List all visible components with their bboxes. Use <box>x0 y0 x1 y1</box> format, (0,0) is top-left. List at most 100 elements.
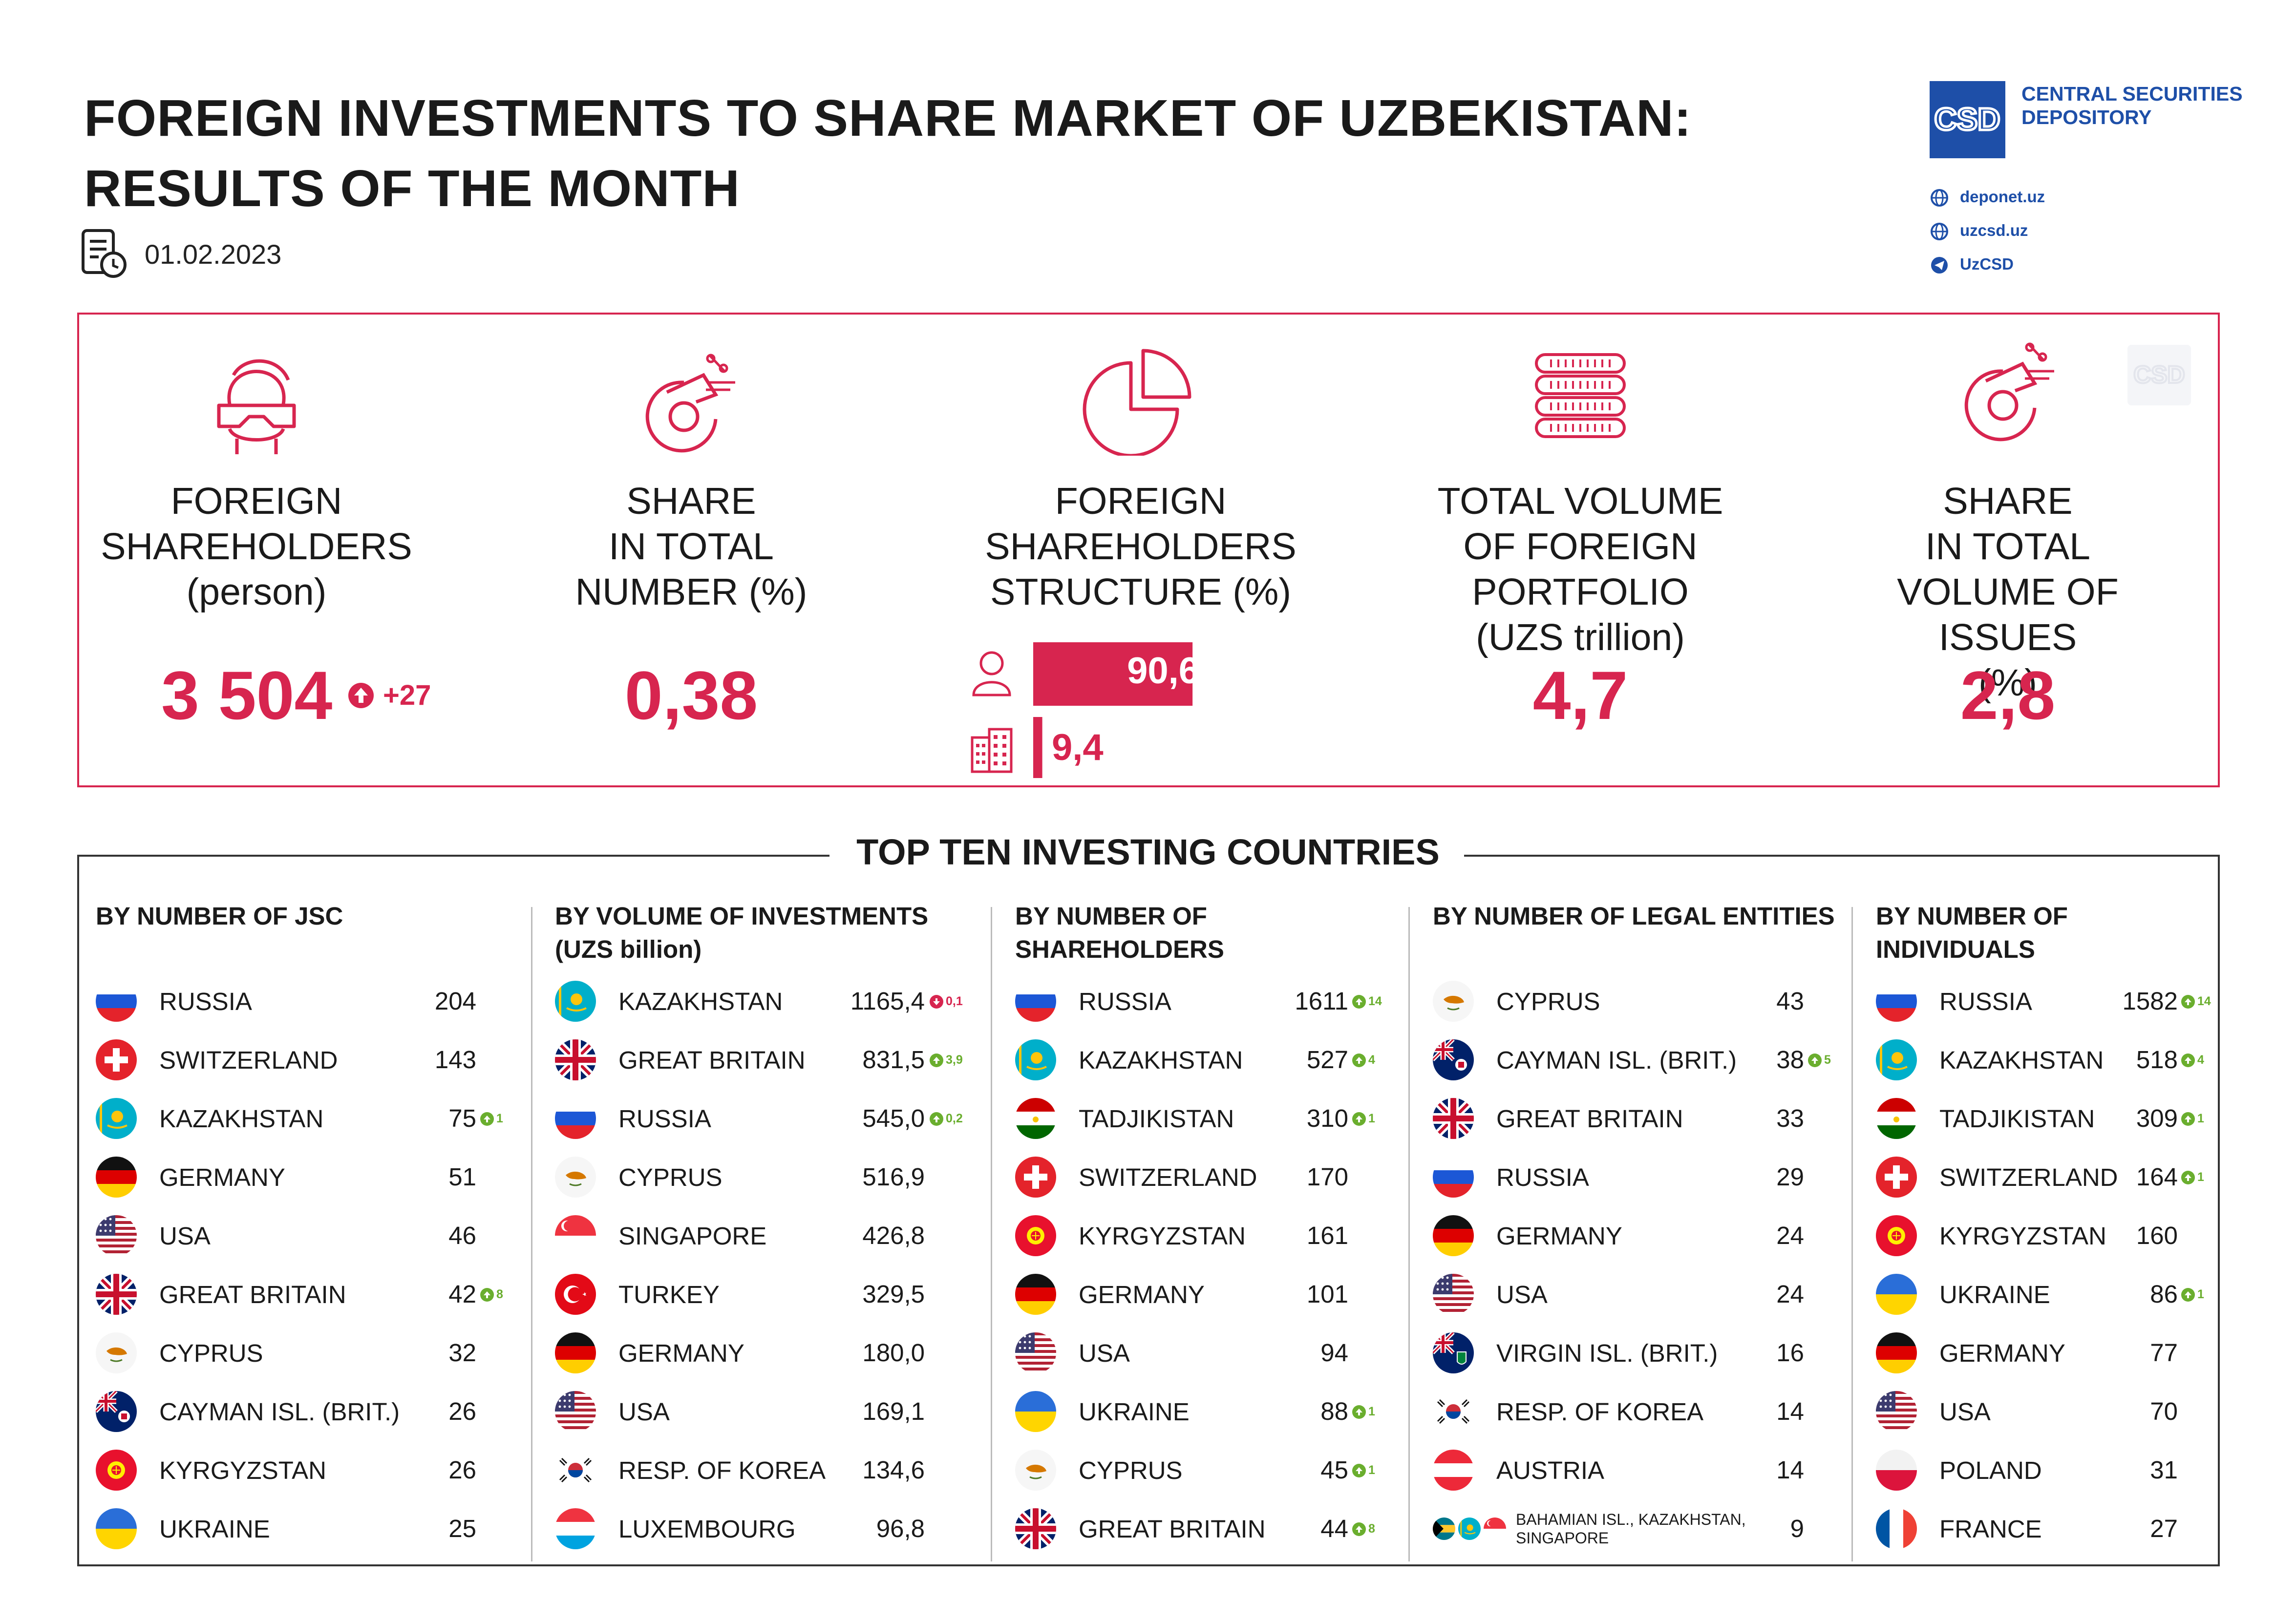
country-value: 518 <box>2136 1046 2178 1074</box>
flag-germany-icon <box>1433 1215 1474 1256</box>
flag-cayman-icon <box>96 1391 137 1432</box>
top-ten-table <box>77 856 2220 1566</box>
arrow-up-icon <box>2181 1053 2195 1067</box>
country-name: RUSSIA <box>159 987 252 1015</box>
table-row: SWITZERLAND <box>1876 1148 2232 1206</box>
country-value: 309 <box>2136 1104 2178 1132</box>
building-icon <box>971 728 1013 773</box>
kpi-label-line: OF FOREIGN <box>1463 526 1698 568</box>
table-row: FRANCE <box>1876 1499 2232 1558</box>
document-clock-icon <box>82 229 127 278</box>
arrow-up-icon <box>1352 1405 1366 1419</box>
country-value: 88 <box>1320 1397 1348 1425</box>
flag-ukraine-icon <box>1876 1274 1917 1315</box>
kpi-share-total-number-value: 0,38 <box>624 657 758 734</box>
country-value: 134,6 <box>862 1456 925 1484</box>
flag-ukraine-icon <box>96 1508 137 1549</box>
table-row: RUSSIA <box>1876 972 2232 1031</box>
table-row: CYPRUS <box>555 1148 978 1206</box>
delta-down-badge: 0,1 <box>930 994 963 1009</box>
coins-stack-icon <box>1535 353 1626 438</box>
country-value: 545,0 <box>862 1104 925 1132</box>
country-name: KAZAKHSTAN <box>1939 1046 2104 1074</box>
kpi-share-issues-value: 2,8 <box>1960 657 2056 734</box>
table-row: AUSTRIA <box>1433 1441 1858 1499</box>
country-value: 14 <box>1776 1456 1804 1484</box>
country-value: 32 <box>448 1339 476 1367</box>
country-value: 101 <box>1306 1280 1348 1308</box>
link-telegram[interactable]: UzCSD <box>1930 255 2014 275</box>
page-title: FOREIGN INVESTMENTS TO SHARE MARKET OF U… <box>84 83 1692 224</box>
column-header: BY NUMBER OF INDIVIDUALS <box>1876 900 2068 966</box>
country-value: 160 <box>2136 1222 2178 1249</box>
country-name: POLAND <box>1939 1456 2042 1484</box>
arrow-up-icon <box>1352 1053 1366 1067</box>
arrow-up-icon <box>2181 1287 2195 1302</box>
country-value: 426,8 <box>862 1222 925 1249</box>
country-name: GREAT BRITAIN <box>618 1046 806 1074</box>
country-name: RUSSIA <box>618 1104 711 1133</box>
country-name: CYPRUS <box>159 1339 263 1367</box>
flag-kyrgyzstan-icon <box>96 1450 137 1491</box>
kpi-label-line: SHARE <box>1943 480 2073 522</box>
link-uzcsd[interactable]: uzcsd.uz <box>1930 221 2028 241</box>
delta-value: 1 <box>496 1112 503 1125</box>
country-value: 42 <box>448 1280 476 1308</box>
country-value: 86 <box>2150 1280 2178 1308</box>
kpi-portfolio-label: TOTAL VOLUME OF FOREIGN PORTFOLIO (UZS t… <box>1422 479 1739 660</box>
table-row: KYRGYZSTAN <box>96 1441 530 1499</box>
table-row: LUXEMBOURG <box>555 1499 978 1558</box>
delta-value: 0,1 <box>946 994 963 1008</box>
country-value: 38 <box>1776 1046 1804 1074</box>
delta-value: 5 <box>1824 1053 1831 1067</box>
person-icon <box>972 651 1011 696</box>
flag-cyprus-icon <box>555 1157 596 1198</box>
link-deponet[interactable]: deponet.uz <box>1930 188 2045 208</box>
arrow-up-icon <box>1352 1463 1366 1477</box>
flag-group <box>1433 1518 1511 1540</box>
column-divider <box>1851 907 1853 1561</box>
kpi-label-line: (person) <box>186 571 327 613</box>
country-name: SWITZERLAND <box>1939 1163 2118 1191</box>
flag-kazakhstan-icon <box>1015 1039 1056 1080</box>
kpi-label-line: SHAREHOLDERS <box>101 526 412 568</box>
flag-kyrgyzstan-icon <box>1876 1215 1917 1256</box>
table-row: TADJIKISTAN <box>1015 1089 1402 1148</box>
bar-individuals-label: 90,6 <box>1127 650 1199 692</box>
country-value: 329,5 <box>862 1280 925 1308</box>
arrow-up-icon <box>2181 994 2195 1009</box>
table-row: UKRAINE <box>96 1499 530 1558</box>
flag-russia-icon <box>1015 981 1056 1022</box>
flag-usa-icon <box>1015 1332 1056 1373</box>
country-name: USA <box>159 1222 211 1250</box>
flag-uk-icon <box>555 1039 596 1080</box>
title-line-2: RESULTS OF THE MONTH <box>84 160 740 217</box>
pie-percent-icon <box>1964 342 2054 442</box>
table-row: RUSSIA <box>1433 1148 1858 1206</box>
flag-bahamas-icon <box>1433 1518 1455 1540</box>
arrow-up-icon <box>930 1112 943 1126</box>
flag-uk-icon <box>1433 1098 1474 1139</box>
flag-usa-icon <box>1876 1391 1917 1432</box>
flag-cyprus-icon <box>1433 981 1474 1022</box>
country-name: CAYMAN ISL. (BRIT.) <box>159 1397 400 1426</box>
globe-icon <box>1931 189 1948 207</box>
delta-value: 1 <box>1368 1112 1375 1125</box>
table-row: UKRAINE <box>1015 1382 1402 1441</box>
delta-value: 1 <box>2197 1112 2204 1125</box>
flag-singapore-icon <box>555 1215 596 1256</box>
country-value: 25 <box>448 1515 476 1542</box>
flag-russia-icon <box>555 1098 596 1139</box>
country-name: SWITZERLAND <box>1079 1163 1257 1191</box>
watermark-logo-icon: CSD <box>2127 345 2191 405</box>
table-top-border-right <box>1448 855 2220 857</box>
column-header-line: BY NUMBER OF LEGAL ENTITIES <box>1433 902 1835 930</box>
kpi-label-line: VOLUME OF ISSUES <box>1897 571 2119 658</box>
arrow-up-icon <box>1808 1053 1822 1067</box>
flag-tajikistan-icon <box>1015 1098 1056 1139</box>
flag-russia-icon <box>1876 981 1917 1022</box>
delta-up-badge: 1 <box>1352 1112 1375 1126</box>
delta-up-badge: 3,9 <box>930 1053 963 1067</box>
country-name: KAZAKHSTAN <box>618 987 783 1015</box>
flag-france-icon <box>1876 1508 1917 1549</box>
